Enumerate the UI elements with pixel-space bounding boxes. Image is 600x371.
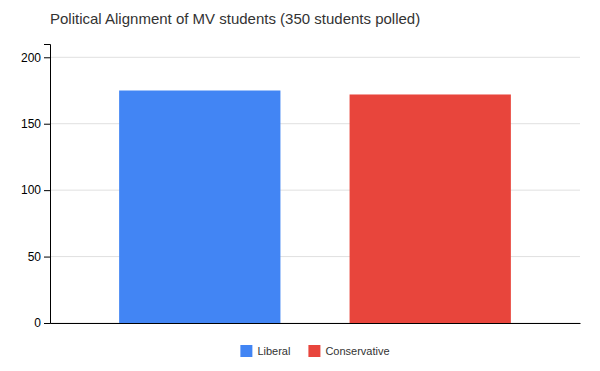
y-axis-line	[44, 45, 51, 324]
y-tick-mark	[44, 57, 50, 58]
y-tick-label: 150	[21, 117, 41, 131]
y-tick-mark	[44, 257, 50, 258]
y-tick: 50	[28, 250, 50, 264]
bar	[350, 94, 511, 323]
y-tick: 100	[21, 183, 50, 197]
y-tick: 0	[34, 316, 50, 330]
grid	[50, 57, 580, 323]
y-tick-mark	[44, 124, 50, 125]
y-tick: 150	[21, 117, 50, 131]
y-tick-label: 100	[21, 183, 41, 197]
y-tick-mark	[44, 323, 50, 324]
legend-item: Conservative	[308, 345, 389, 357]
y-tick-label: 0	[34, 316, 41, 330]
grid-line	[50, 57, 580, 58]
y-tick-label: 50	[28, 250, 42, 264]
legend-swatch	[308, 345, 320, 357]
y-tick-mark	[44, 190, 50, 191]
y-tick-label: 200	[21, 51, 41, 65]
bar	[119, 91, 280, 324]
y-axis: 0 50 100 150 200	[21, 45, 51, 331]
legend-item: Liberal	[240, 345, 290, 357]
x-axis	[51, 323, 581, 324]
chart: 0 50 100 150 200 Political Alignment of MV st…	[0, 0, 600, 371]
legend-label: Conservative	[325, 345, 389, 357]
title: Political Alignment of MV students (350 …	[50, 10, 420, 27]
x-axis-line	[51, 323, 581, 324]
legend-label: Liberal	[257, 345, 290, 357]
legend-swatch	[240, 345, 252, 357]
y-tick: 200	[21, 51, 50, 65]
bars	[119, 91, 511, 324]
plot: 0 50 100 150 200	[21, 45, 581, 331]
legend: Liberal Conservative	[240, 345, 389, 357]
